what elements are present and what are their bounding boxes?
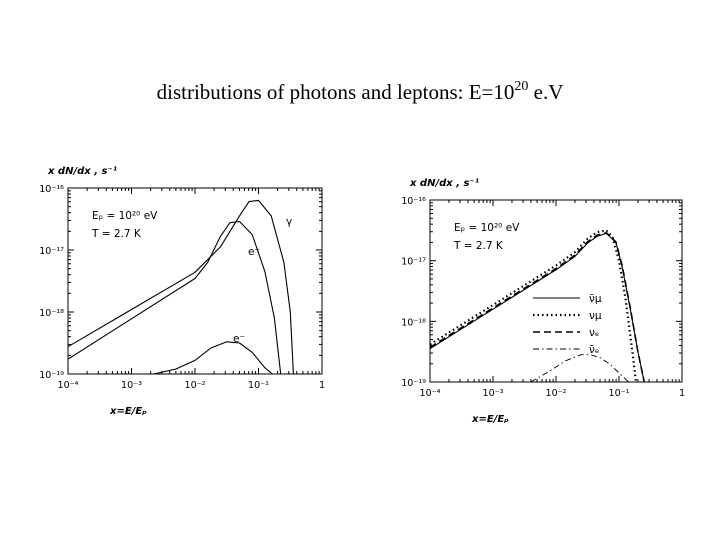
title-tail: e.V [528, 80, 564, 104]
y-tick-label: 10⁻¹⁹ [39, 370, 64, 381]
x-tick-label: 1 [319, 380, 325, 391]
legend-label-2: νₑ [589, 327, 599, 339]
annotation-energy: Eₚ = 10²⁰ eV [92, 210, 158, 222]
y-tick-label: 10⁻¹⁷ [401, 257, 426, 268]
series-label-gamma: γ [286, 216, 292, 228]
series-line-1-0 [430, 232, 645, 382]
x-tick-label: 10⁻⁴ [58, 380, 79, 391]
series-line-0-1 [68, 220, 282, 374]
legend-label-0: ν̄μ [589, 293, 602, 305]
series-line-1-1 [430, 229, 638, 382]
y-tick-label: 10⁻¹⁸ [401, 317, 426, 328]
x-tick-label: 10⁻⁴ [420, 388, 441, 399]
annotation-temperature: T = 2.7 K [453, 240, 504, 252]
x-tick-label: 10⁻³ [483, 388, 504, 399]
series-line-0-0 [68, 199, 294, 374]
legend-label-3: ν̄ₑ [589, 344, 599, 356]
x-tick-label: 10⁻³ [121, 380, 142, 391]
series-label-positron: e⁺ [248, 246, 260, 258]
x-tick-label: 10⁻¹ [609, 388, 630, 399]
series-line-0-2 [153, 341, 273, 374]
y-tick-label: 10⁻¹⁶ [401, 196, 426, 207]
y-tick-label: 10⁻¹⁶ [39, 184, 64, 195]
y-tick-label: 10⁻¹⁷ [39, 246, 64, 257]
series-line-1-2 [430, 232, 645, 382]
x-tick-label: 10⁻² [185, 380, 206, 391]
x-axis-label: x=E/Eₚ [109, 406, 147, 417]
y-axis-label: x dN/dx , s⁻¹ [409, 178, 479, 189]
x-tick-label: 10⁻² [546, 388, 567, 399]
title-main: distributions of photons and leptons: E=… [156, 80, 515, 104]
annotation-temperature: T = 2.7 K [91, 228, 142, 240]
series-label-electron: e⁻ [233, 333, 245, 345]
y-tick-label: 10⁻¹⁸ [39, 308, 64, 319]
legend-label-1: νμ [589, 310, 602, 322]
annotation-energy: Eₚ = 10²⁰ eV [454, 222, 520, 234]
x-tick-label: 10⁻¹ [248, 380, 269, 391]
slide-title: distributions of photons and leptons: E=… [0, 78, 720, 106]
y-axis-label: x dN/dx , s⁻¹ [47, 166, 117, 177]
x-axis-label: x=E/Eₚ [471, 414, 509, 425]
x-tick-label: 1 [679, 388, 685, 399]
y-tick-label: 10⁻¹⁹ [401, 378, 426, 389]
series-line-1-3 [530, 354, 629, 382]
title-exponent: 20 [514, 79, 529, 94]
